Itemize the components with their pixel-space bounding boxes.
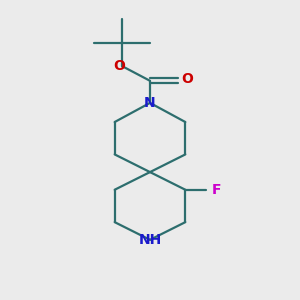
Text: F: F	[212, 183, 221, 197]
Text: NH: NH	[138, 233, 162, 247]
Text: N: N	[144, 96, 156, 110]
Text: O: O	[181, 72, 193, 86]
Text: O: O	[113, 59, 125, 73]
